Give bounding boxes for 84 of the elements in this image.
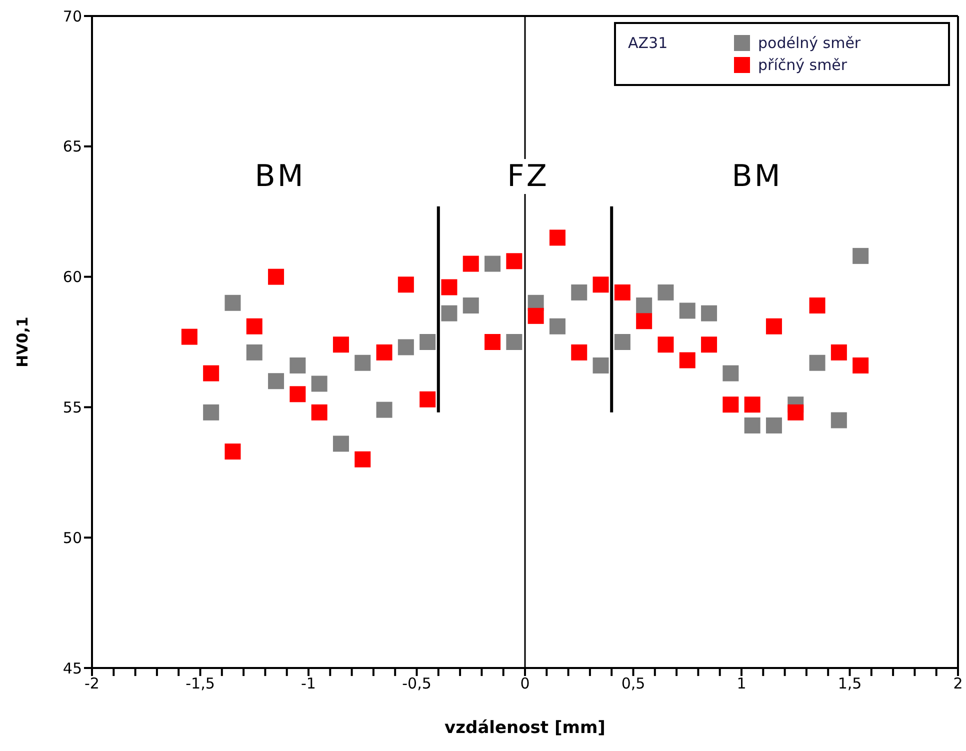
point <box>376 344 392 360</box>
point <box>766 318 782 334</box>
point <box>571 284 588 300</box>
annotation: BM <box>732 159 782 194</box>
x-tick-label: 0,5 <box>621 674 646 693</box>
point <box>332 336 349 353</box>
point <box>679 352 696 368</box>
point <box>203 365 220 382</box>
point <box>441 305 458 322</box>
y-axis-title: HV0,1 <box>13 316 32 368</box>
point <box>441 279 458 296</box>
point <box>722 365 739 382</box>
point <box>658 284 674 300</box>
point <box>246 318 262 334</box>
x-tick-label: 1 <box>736 674 746 693</box>
point <box>701 336 718 353</box>
x-tick-label: -1 <box>301 674 316 693</box>
point <box>809 297 826 314</box>
point <box>788 404 804 420</box>
point <box>398 339 414 356</box>
point <box>679 302 696 319</box>
point <box>462 256 479 272</box>
point <box>658 336 674 353</box>
point <box>506 334 522 350</box>
point <box>830 412 847 428</box>
point <box>224 444 241 460</box>
x-tick-label: 1,5 <box>838 674 862 693</box>
point <box>224 294 241 311</box>
point <box>181 328 198 345</box>
point <box>398 276 414 293</box>
point <box>484 334 501 350</box>
y-tick-label: 45 <box>62 659 82 678</box>
x-tick-label: -0,5 <box>402 674 432 693</box>
point <box>636 313 652 330</box>
point <box>549 230 566 246</box>
point <box>246 344 262 360</box>
y-tick-label: 55 <box>62 398 82 417</box>
point <box>506 253 522 270</box>
point <box>852 357 869 374</box>
point <box>614 334 630 350</box>
legend-label: podélný směr <box>758 34 861 52</box>
y-tick-label: 70 <box>62 7 82 26</box>
point <box>420 334 436 350</box>
point <box>290 386 306 402</box>
point <box>701 305 718 322</box>
point <box>311 376 328 392</box>
point <box>809 354 826 371</box>
y-tick-label: 65 <box>62 138 82 156</box>
x-axis-title: vzdálenost [mm] <box>444 718 606 738</box>
legend-label: příčný směr <box>758 56 848 74</box>
x-tick-label: -1,5 <box>186 674 215 693</box>
point <box>311 404 328 420</box>
x-tick-label: -2 <box>84 674 100 693</box>
x-tick-label: 0 <box>520 674 530 693</box>
point <box>354 354 371 371</box>
point <box>830 344 847 360</box>
point <box>354 451 371 468</box>
point <box>376 402 392 418</box>
y-tick-label: 50 <box>62 528 82 547</box>
point <box>332 436 349 452</box>
legend-title: AZ31 <box>628 33 669 54</box>
point <box>852 248 869 264</box>
point <box>722 396 739 413</box>
point <box>484 256 501 272</box>
y-tick-label: 60 <box>62 268 82 286</box>
x-tick-label: 2 <box>953 674 963 693</box>
point <box>592 276 609 293</box>
point <box>268 268 284 285</box>
point <box>766 417 782 434</box>
point <box>268 373 284 390</box>
point <box>290 357 306 374</box>
point <box>549 318 566 334</box>
point <box>420 391 436 408</box>
point <box>462 297 479 314</box>
annotation: FZ <box>507 159 549 194</box>
point <box>592 357 609 374</box>
point <box>571 344 588 360</box>
point <box>528 308 544 324</box>
point <box>614 284 630 300</box>
point <box>203 404 220 420</box>
point <box>744 396 760 413</box>
point <box>744 417 760 434</box>
point <box>636 297 652 314</box>
annotation: BM <box>254 159 306 194</box>
